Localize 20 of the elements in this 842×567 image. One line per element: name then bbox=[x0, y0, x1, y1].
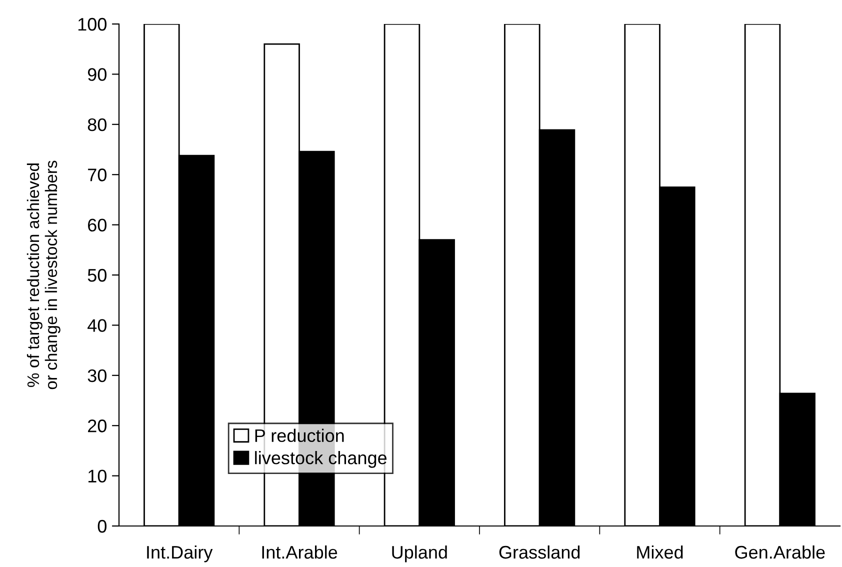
y-tick-label: 0 bbox=[98, 520, 106, 533]
y-tick-label: 50 bbox=[88, 268, 106, 282]
x-tick-label: Gen.Arable bbox=[735, 545, 825, 559]
y-tick-label: 20 bbox=[88, 420, 106, 432]
y-tick-label: 90 bbox=[88, 68, 106, 81]
x-tick-label: Upland bbox=[392, 545, 447, 562]
y-tick-label: 100 bbox=[78, 18, 106, 31]
y-tick-label: 60 bbox=[88, 218, 106, 232]
y-tick-label: 30 bbox=[88, 369, 106, 382]
x-tick-label: Int.Arable bbox=[262, 545, 338, 559]
y-tick-label: 10 bbox=[88, 470, 106, 483]
x-tick-label: Int.Dairy bbox=[147, 545, 213, 562]
x-tick-label: Grassland bbox=[499, 545, 580, 559]
y-tick-label: 70 bbox=[88, 168, 106, 182]
legend-label: livestock change bbox=[255, 451, 387, 468]
x-tick-label: Mixed bbox=[637, 545, 683, 559]
y-axis-title: % of target reduction achieved or change in livestock numbers bbox=[26, 160, 60, 390]
legend-label: P reduction bbox=[255, 428, 344, 442]
y-tick-label: 80 bbox=[88, 118, 106, 132]
y-tick-label: 40 bbox=[88, 319, 106, 332]
